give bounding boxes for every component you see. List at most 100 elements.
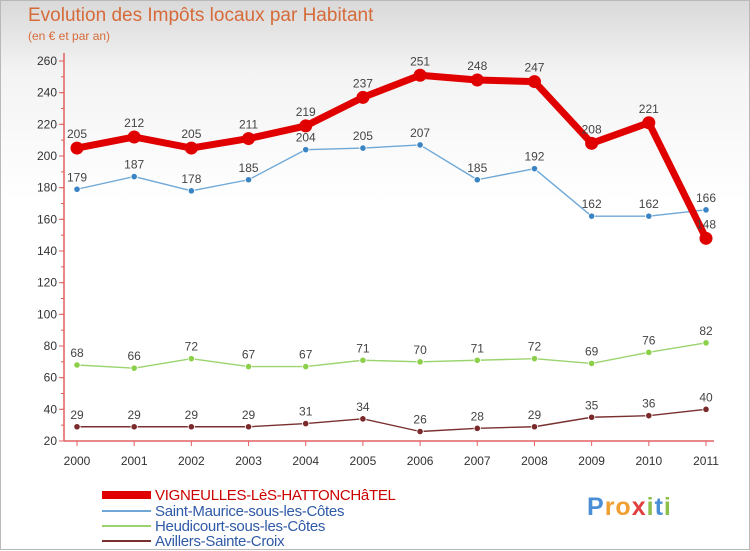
data-label: 28 [471,409,485,423]
data-point [302,146,310,154]
data-point [588,359,596,368]
y-tick-label: 20 [44,434,58,448]
data-point [588,413,596,421]
x-tick-label: 2010 [635,454,662,468]
data-label: 71 [356,341,370,355]
data-label: 247 [524,61,544,75]
data-point [530,165,539,173]
x-tick-label: 2008 [521,454,548,468]
data-label: 205 [353,129,373,143]
data-point [127,130,141,144]
data-label: 212 [124,116,144,130]
data-label: 166 [696,191,716,205]
data-label: 29 [70,408,84,422]
data-point [359,144,367,152]
data-point [702,405,710,413]
data-point [244,423,253,431]
data-label: 162 [582,197,602,211]
data-label: 40 [699,390,713,404]
data-label: 36 [642,397,656,411]
y-tick-label: 240 [37,86,57,100]
data-label: 67 [242,348,256,362]
y-tick-label: 40 [44,402,58,416]
data-label: 237 [353,76,373,90]
chart-title: Evolution des Impôts locaux par Habitant [28,5,374,26]
data-label: 211 [239,118,258,132]
y-tick-label: 180 [37,181,57,195]
data-point [130,172,138,181]
data-point [702,339,710,347]
data-point [187,187,195,195]
data-point [702,206,710,214]
x-tick-label: 2003 [235,454,262,468]
data-point [187,355,195,363]
data-point [130,364,138,372]
data-label: 204 [296,131,316,145]
y-tick-label: 100 [37,307,57,321]
data-label: 34 [356,400,370,414]
data-point [70,141,84,155]
data-label: 207 [410,126,430,140]
data-label: 251 [410,54,430,68]
data-point [242,132,256,146]
data-label: 76 [642,333,656,347]
data-point [302,419,310,428]
y-tick-label: 220 [37,117,57,131]
data-point [413,68,427,82]
data-label: 178 [181,172,201,186]
legend-label: VIGNEULLES-LèS-HATTONCHâTEL [155,487,396,504]
data-label: 69 [585,344,599,358]
data-point [645,212,653,220]
data-point [585,136,599,150]
x-tick-label: 2004 [292,454,319,468]
x-tick-label: 2011 [693,454,719,468]
x-tick-label: 2001 [121,454,148,468]
x-tick-label: 2000 [64,454,91,468]
data-point [73,423,81,431]
data-label: 29 [128,408,142,422]
logo-letter: r [604,493,616,521]
data-point [244,176,253,184]
data-point [359,415,367,423]
data-point [356,90,370,104]
x-tick-label: 2007 [464,454,491,468]
data-label: 82 [699,324,713,338]
data-point [299,119,313,133]
data-label: 205 [181,127,201,141]
y-tick-label: 200 [37,149,57,163]
data-label: 72 [528,340,542,354]
data-label: 70 [413,343,427,357]
data-point [530,423,539,431]
data-label: 208 [582,122,602,136]
data-point [699,231,713,245]
legend-label: Heudicourt-sous-les-Côtes [155,518,325,535]
data-point [73,361,81,369]
data-point [473,356,481,364]
y-tick-label: 60 [44,371,58,385]
y-tick-label: 160 [37,212,57,226]
data-point [588,212,596,220]
data-point [73,185,81,193]
proxiti-logo: Proxiti [587,493,672,522]
data-label: 66 [128,349,142,363]
data-label: 26 [413,413,427,427]
data-point [473,176,481,184]
data-point [359,356,367,364]
data-label: 67 [299,348,313,362]
x-tick-label: 2006 [407,454,434,468]
data-point [416,141,424,149]
data-label: 192 [524,150,544,164]
data-label: 29 [528,408,542,422]
logo-letter: i [646,493,655,521]
series-line-2 [76,342,707,369]
data-label: 68 [70,346,84,360]
series-line-0 [73,71,710,242]
data-point [302,362,310,371]
data-point [645,412,653,420]
data-label: 248 [467,59,487,73]
x-tick-label: 2005 [350,454,377,468]
data-point [473,424,481,432]
data-label: 29 [185,408,199,422]
data-point [527,75,541,89]
